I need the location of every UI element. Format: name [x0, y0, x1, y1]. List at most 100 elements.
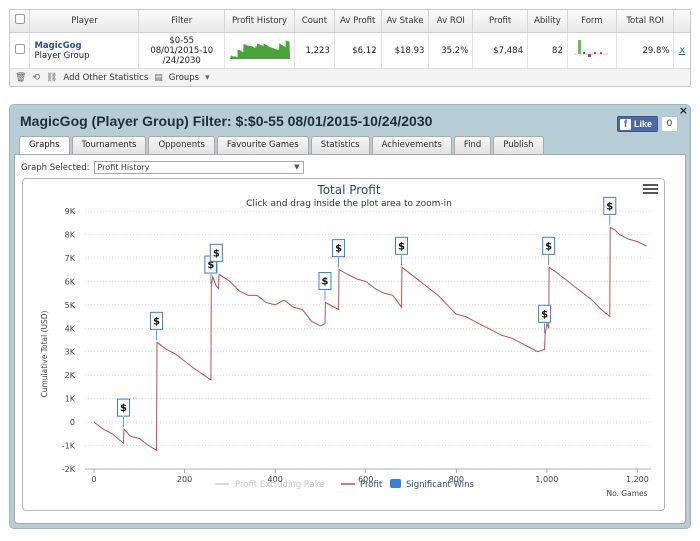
header-ability[interactable]: Ability — [527, 10, 568, 33]
profit-series-line[interactable] — [93, 226, 647, 452]
profit-value: $7,484 — [472, 32, 528, 69]
marker-flag — [538, 304, 552, 323]
y-axis-ticks: -2K -1K 0 1K 2K 3K 4K 5K 6K 7K 8K 9K — [62, 207, 76, 474]
header-player[interactable]: Player — [29, 10, 140, 33]
marker-dollar-label: $ — [545, 241, 552, 252]
remove-row-link[interactable]: x — [679, 45, 686, 57]
y-tick-label: 8K — [65, 230, 76, 239]
add-other-statistics-button[interactable]: Add Other Statistics — [63, 72, 149, 83]
row-checkbox[interactable] — [14, 44, 25, 55]
marker-flag — [150, 311, 164, 330]
select-all-header[interactable] — [10, 10, 31, 33]
legend-item-significant-wins[interactable]: Significant Wins — [406, 480, 475, 490]
graph-selected-label: Graph Selected: — [21, 162, 90, 173]
significant-win-marker[interactable]: $ — [209, 243, 223, 273]
legend-item-excluding-rake[interactable]: Profit Excluding Rake — [235, 480, 325, 490]
count-value: 1,223 — [294, 32, 335, 69]
tab-opponents[interactable]: Opponents — [148, 136, 215, 154]
header-profit[interactable]: Profit — [472, 10, 528, 33]
header-remove — [673, 10, 690, 33]
significant-wins-markers[interactable]: $$$$$$ $$$$ — [116, 196, 617, 428]
x-tick-label: 600 — [358, 475, 373, 484]
marker-dollar-label: $ — [541, 309, 548, 320]
select-all-checkbox[interactable] — [14, 14, 25, 25]
trash-icon[interactable]: 🗑 — [15, 72, 27, 83]
marker-dollar-label: $ — [321, 276, 328, 287]
facebook-like-button[interactable]: f Like — [616, 116, 658, 132]
refresh-icon[interactable]: ⟲ — [32, 72, 40, 83]
header-av-stake[interactable]: Av Stake — [381, 10, 430, 33]
ability-value: 82 — [527, 32, 568, 69]
chart-subtitle: Click and drag inside the plot area to z… — [246, 199, 452, 209]
graph-select-row: Graph Selected: Profit History ▼ — [21, 161, 304, 174]
marker-flag — [395, 236, 409, 255]
total-profit-chart[interactable]: -2K -1K 0 1K 2K 3K 4K 5K 6K 7K 8K 9K 0 200 400 600 800 1… — [23, 179, 665, 511]
y-axis-label: Cumulative Total (USD) — [40, 310, 49, 397]
chevron-down-icon[interactable]: ▾ — [205, 72, 210, 83]
y-tick-label: 2K — [65, 371, 76, 380]
profit-history-cell[interactable] — [224, 32, 295, 69]
graph-select-dropdown[interactable]: Profit History ▼ — [93, 161, 304, 174]
header-total-roi[interactable]: Total ROI — [616, 10, 675, 33]
total-roi-value: 29.8% — [616, 32, 675, 69]
tab-achievements[interactable]: Achievements — [371, 136, 452, 154]
y-tick-label: 3K — [65, 348, 76, 357]
player-summary-table: Player Filter Profit History Count Av Pr… — [9, 9, 691, 87]
legend-item-profit[interactable]: Profit — [360, 480, 383, 490]
header-filter[interactable]: Filter — [138, 10, 226, 33]
x-tick-label: 1,200 — [626, 475, 649, 484]
header-form[interactable]: Form — [567, 10, 617, 33]
header-av-roi[interactable]: Av ROI — [428, 10, 474, 33]
tab-find[interactable]: Find — [453, 136, 492, 154]
player-name-link[interactable]: MagicGog — [34, 40, 82, 51]
y-tick-label: -2K — [62, 465, 76, 474]
form-bar-chart — [573, 40, 608, 58]
filter-line: /24/2030 — [162, 55, 201, 66]
graph-select-value: Profit History — [97, 163, 150, 172]
x-tick-label: 400 — [268, 475, 283, 484]
marker-flag — [332, 239, 346, 258]
filter-line: 08/01/2015-10 — [150, 45, 214, 56]
groups-dropdown[interactable]: Groups — [168, 72, 200, 83]
header-profit-history[interactable]: Profit History — [224, 10, 295, 33]
y-tick-label: -1K — [62, 442, 76, 451]
marker-flag — [209, 243, 223, 262]
x-tick-label: 0 — [92, 475, 97, 484]
tab-tournaments[interactable]: Tournaments — [71, 136, 147, 154]
significant-win-marker[interactable]: $ — [538, 304, 552, 334]
header-count[interactable]: Count — [294, 10, 335, 33]
tab-favourite-games[interactable]: Favourite Games — [216, 136, 309, 154]
significant-win-marker[interactable]: $ — [603, 196, 617, 226]
link-icon: ⛓ — [45, 72, 58, 83]
significant-win-marker[interactable]: $ — [150, 311, 164, 341]
summary-toolbar: 🗑 ⟲ ⛓ Add Other Statistics ▤ Groups ▾ — [10, 68, 690, 86]
player-group-panel: × MagicGog (Player Group) Filter: $:$0-5… — [9, 104, 691, 529]
tab-graphs[interactable]: Graphs — [19, 136, 70, 155]
row-checkbox-cell[interactable] — [10, 32, 31, 69]
y-tick-label: 6K — [65, 277, 76, 286]
y-tick-label: 0 — [70, 418, 75, 427]
form-bar — [599, 52, 602, 55]
significant-win-marker[interactable]: $ — [116, 398, 130, 428]
header-av-profit[interactable]: Av Profit — [334, 10, 382, 33]
y-tick-label: 1K — [65, 395, 76, 404]
marker-flag — [542, 236, 556, 255]
marker-flag — [116, 398, 130, 417]
significant-win-marker[interactable]: $ — [395, 236, 409, 266]
chart-container[interactable]: -2K -1K 0 1K 2K 3K 4K 5K 6K 7K 8K 9K 0 200 400 600 800 1… — [22, 178, 665, 511]
like-count: 0 — [661, 116, 678, 132]
tab-statistics[interactable]: Statistics — [310, 136, 370, 154]
profit-history-sparkline[interactable] — [229, 39, 290, 60]
tab-publish[interactable]: Publish — [493, 136, 544, 154]
significant-win-marker[interactable]: $ — [332, 239, 346, 268]
close-icon[interactable]: × — [678, 104, 688, 117]
form-bar — [582, 52, 585, 55]
like-label: Like — [633, 119, 652, 129]
filter-line: $0-55 — [169, 35, 195, 46]
table-row: MagicGog Player Group $0-55 08/01/2015-1… — [10, 32, 690, 69]
chart-menu-icon[interactable] — [643, 184, 658, 194]
significant-win-marker[interactable]: $ — [318, 271, 332, 301]
groups-icon: ▤ — [154, 72, 163, 83]
chart-legend[interactable]: Profit Excluding Rake Profit Significant… — [215, 479, 475, 490]
significant-win-marker[interactable]: $ — [542, 236, 556, 266]
